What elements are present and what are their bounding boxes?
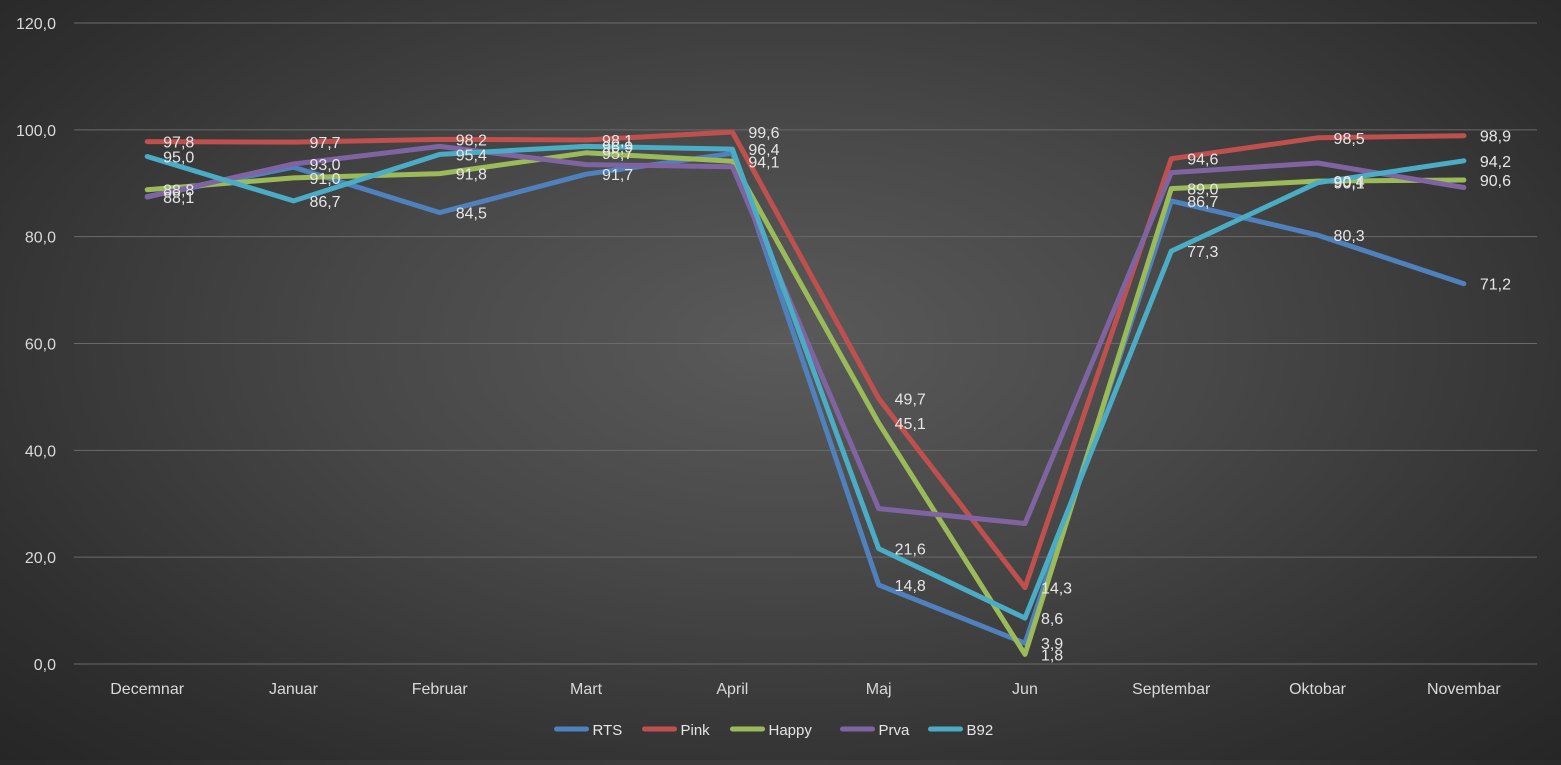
data-label-pink: 98,2 bbox=[456, 132, 487, 149]
data-label-b92: 90,1 bbox=[1334, 176, 1365, 193]
data-label-happy: 89,0 bbox=[1187, 182, 1218, 199]
data-label-b92: 86,7 bbox=[309, 194, 340, 211]
series-line-rts bbox=[144, 150, 1467, 646]
data-label-prva: 93,0 bbox=[309, 157, 340, 174]
y-tick-label: 80,0 bbox=[25, 230, 56, 247]
x-tick-label: Decemnar bbox=[110, 681, 184, 698]
data-label-rts: 80,3 bbox=[1334, 228, 1365, 245]
data-label-prva: 88,1 bbox=[163, 190, 194, 207]
y-tick-label: 0,0 bbox=[34, 657, 56, 674]
data-label-pink: 49,7 bbox=[895, 392, 926, 409]
data-label-happy: 90,6 bbox=[1480, 173, 1511, 190]
x-tick-label: Septembar bbox=[1132, 681, 1211, 698]
data-label-pink: 94,6 bbox=[1187, 152, 1218, 169]
y-tick-label: 40,0 bbox=[25, 443, 56, 460]
y-tick-label: 120,0 bbox=[16, 16, 56, 33]
data-label-b92: 77,3 bbox=[1187, 244, 1218, 261]
x-tick-label: Januar bbox=[269, 681, 319, 698]
data-label-pink: 98,1 bbox=[602, 133, 633, 150]
data-label-pink: 98,9 bbox=[1480, 129, 1511, 146]
x-tick-label: Jun bbox=[1012, 681, 1038, 698]
data-label-pink: 97,8 bbox=[163, 135, 194, 152]
legend-label-b92: B92 bbox=[967, 722, 994, 739]
data-label-rts: 86,7 bbox=[1187, 194, 1218, 211]
x-tick-label: April bbox=[716, 681, 748, 698]
data-label-happy: 95,7 bbox=[602, 146, 633, 163]
data-label-rts: 3,9 bbox=[1041, 636, 1063, 653]
data-label-pink: 98,5 bbox=[1334, 131, 1365, 148]
data-label-b92: 96,4 bbox=[748, 142, 779, 159]
data-label-rts: 91,7 bbox=[602, 167, 633, 184]
data-label-b92: 8,6 bbox=[1041, 611, 1063, 628]
data-label-happy: 91,8 bbox=[456, 167, 487, 184]
legend-label-prva: Prva bbox=[879, 722, 911, 739]
series-line-prva bbox=[144, 143, 1467, 526]
x-axis-ticks: Decemnar Januar Februar Mart April Maj Jun Sept… bbox=[110, 681, 1501, 698]
y-tick-label: 100,0 bbox=[16, 123, 56, 140]
x-tick-label: Oktobar bbox=[1289, 681, 1347, 698]
data-label-b92: 96,9 bbox=[602, 139, 633, 156]
x-tick-label: Maj bbox=[866, 681, 892, 698]
data-label-happy: 94,1 bbox=[748, 154, 779, 171]
legend-label-rts: RTS bbox=[593, 722, 623, 739]
data-label-pink: 97,7 bbox=[309, 135, 340, 152]
x-tick-label: Novembar bbox=[1427, 681, 1501, 698]
data-label-b92: 95,4 bbox=[456, 147, 487, 164]
data-label-pink: 99,6 bbox=[748, 125, 779, 142]
data-label-rts: 71,2 bbox=[1480, 277, 1511, 294]
x-tick-label: Mart bbox=[570, 681, 603, 698]
data-label-happy: 1,8 bbox=[1041, 647, 1063, 664]
series-line-happy bbox=[144, 150, 1467, 657]
data-label-b92: 95,0 bbox=[163, 150, 194, 167]
legend: RTS Pink Happy Prva B92 bbox=[554, 722, 994, 739]
data-label-happy: 88,8 bbox=[163, 183, 194, 200]
data-label-happy: 91,0 bbox=[309, 171, 340, 188]
gridlines bbox=[74, 22, 1537, 665]
y-tick-label: 20,0 bbox=[25, 550, 56, 567]
data-labels: 84,591,714,83,986,780,371,297,8 97,7 98,2 9… bbox=[163, 125, 1511, 664]
data-label-rts: 14,8 bbox=[895, 578, 926, 595]
x-tick-label: Februar bbox=[412, 681, 469, 698]
y-tick-label: 60,0 bbox=[25, 337, 56, 354]
data-label-happy: 45,1 bbox=[895, 416, 926, 433]
series-lines bbox=[144, 129, 1467, 657]
series-line-pink bbox=[144, 129, 1467, 591]
data-label-b92: 21,6 bbox=[895, 542, 926, 559]
legend-label-pink: Pink bbox=[681, 722, 711, 739]
series-line-b92 bbox=[144, 143, 1467, 621]
y-axis-ticks: 0,0 20,0 40,0 60,0 80,0 100,0 120,0 bbox=[16, 16, 56, 674]
data-label-b92: 94,2 bbox=[1480, 154, 1511, 171]
data-label-pink: 14,3 bbox=[1041, 581, 1072, 598]
legend-label-happy: Happy bbox=[769, 722, 813, 739]
data-label-happy: 90,4 bbox=[1334, 174, 1365, 191]
data-label-rts: 84,5 bbox=[456, 206, 487, 223]
